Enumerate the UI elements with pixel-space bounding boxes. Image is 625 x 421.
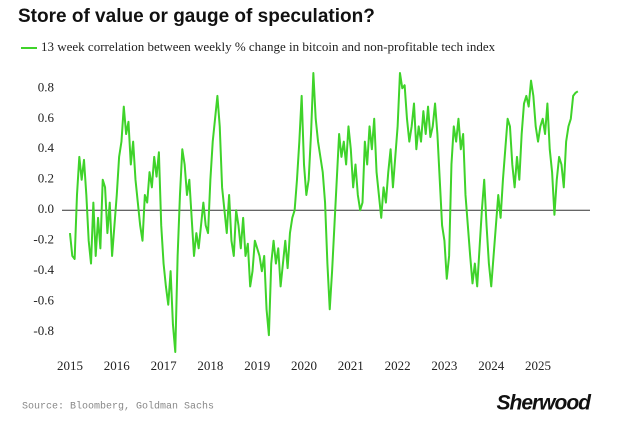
y-tick-label: 0.6 [38,110,55,125]
x-tick-label: 2017 [151,358,178,373]
y-tick-label: -0.8 [33,323,54,338]
x-tick-label: 2016 [104,358,131,373]
x-tick-label: 2025 [525,358,551,373]
y-tick-label: 0.2 [38,171,54,186]
chart-title: Store of value or gauge of speculation? [18,6,375,27]
x-tick-label: 2024 [478,358,505,373]
x-tick-label: 2023 [431,358,457,373]
x-tick-label: 2018 [197,358,223,373]
x-tick-label: 2015 [57,358,83,373]
x-tick-label: 2021 [338,358,364,373]
x-tick-label: 2019 [244,358,270,373]
y-tick-label: -0.2 [33,232,54,247]
y-tick-label: 0.0 [38,201,54,216]
legend-label: 13 week correlation between weekly % cha… [41,39,496,54]
y-tick-label: 0.8 [38,79,54,94]
y-tick-label: -0.6 [33,293,54,308]
data-line [68,72,579,353]
y-tick-label: -0.4 [33,262,54,277]
x-tick-label: 2020 [291,358,317,373]
y-tick-label: 0.4 [38,140,55,155]
brand-logo: Sherwood [496,392,592,415]
source-note: Source: Bloomberg, Goldman Sachs [22,401,214,413]
x-tick-label: 2022 [385,358,411,373]
